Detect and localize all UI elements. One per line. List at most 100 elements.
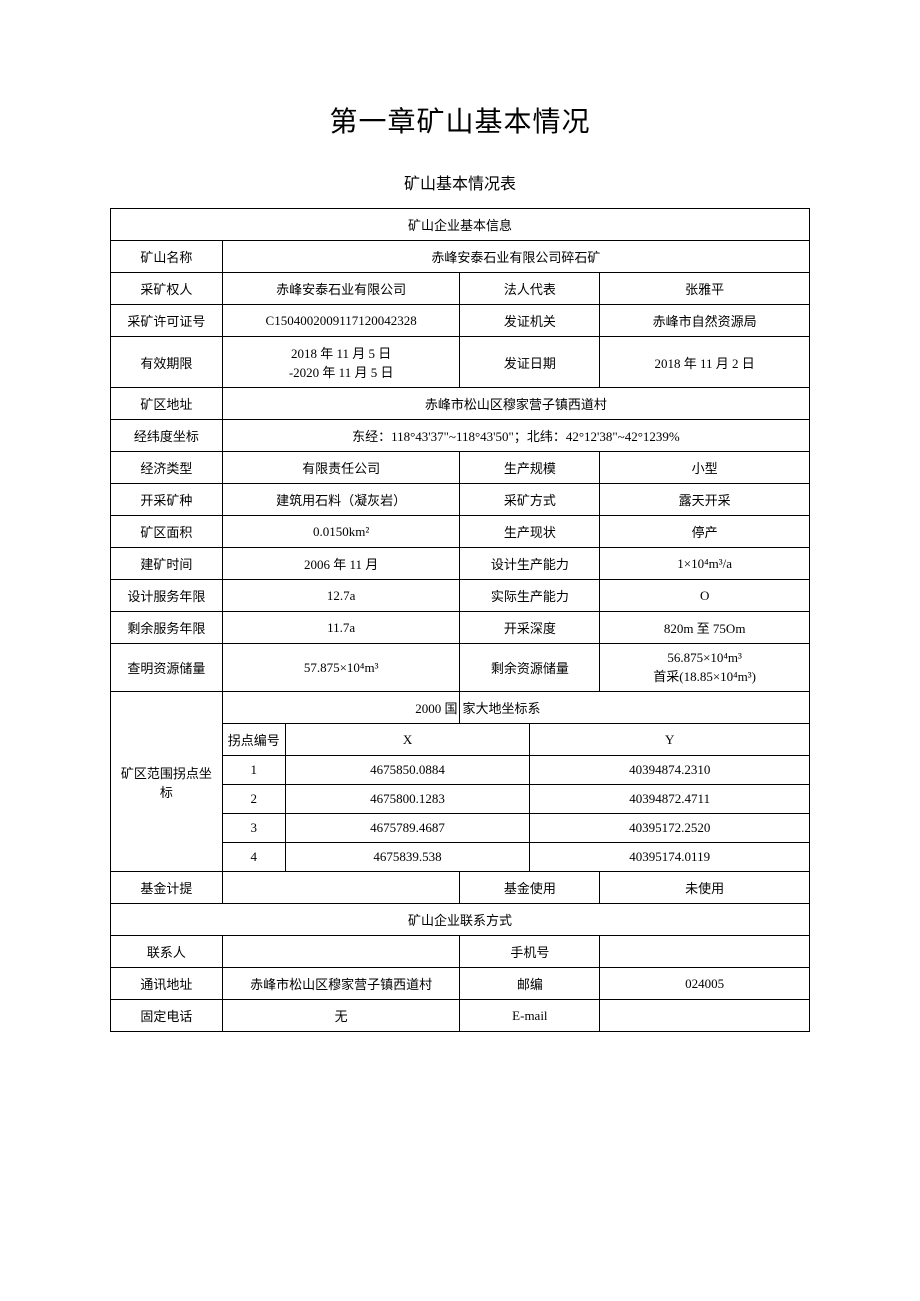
label-legal-rep: 法人代表 xyxy=(460,273,600,305)
label-fund-accrual: 基金计提 xyxy=(111,872,223,904)
label-proven-reserves: 查明资源储量 xyxy=(111,644,223,692)
value-mining-method: 露天开采 xyxy=(600,484,810,516)
value-coords: 东经：118°43'37"~118°43'50"；北纬：42°12'38"~42… xyxy=(222,420,809,452)
label-mining-depth: 开采深度 xyxy=(460,612,600,644)
label-phone: 固定电话 xyxy=(111,1000,223,1032)
label-design-life: 设计服务年限 xyxy=(111,580,223,612)
table-title: 矿山基本情况表 xyxy=(110,170,810,194)
corner-x: 4675800.1283 xyxy=(285,785,530,814)
label-remaining-reserves: 剩余资源储量 xyxy=(460,644,600,692)
value-issue-date: 2018 年 11 月 2 日 xyxy=(600,337,810,388)
mine-info-table: 矿山企业基本信息 矿山名称 赤峰安泰石业有限公司碎石矿 采矿权人 赤峰安泰石业有… xyxy=(110,208,810,1032)
value-design-life: 12.7a xyxy=(222,580,460,612)
value-mobile xyxy=(600,936,810,968)
table-row: 矿区范围拐点坐标 2000 国 家大地坐标系 xyxy=(111,692,810,724)
table-row: 经济类型 有限责任公司 生产规模 小型 xyxy=(111,452,810,484)
label-mineral-type: 开采矿种 xyxy=(111,484,223,516)
value-permit-no: C1504002009117120042328 xyxy=(222,305,460,337)
chapter-title: 第一章矿山基本情况 xyxy=(110,100,810,140)
value-phone: 无 xyxy=(222,1000,460,1032)
value-area: 0.0150km² xyxy=(222,516,460,548)
table-row: 有效期限 2018 年 11 月 5 日 -2020 年 11 月 5 日 发证… xyxy=(111,337,810,388)
label-email: E-mail xyxy=(460,1000,600,1032)
value-coord-system-right: 家大地坐标系 xyxy=(460,692,810,724)
table-row: 开采矿种 建筑用石料（凝灰岩） 采矿方式 露天开采 xyxy=(111,484,810,516)
corner-n: 3 xyxy=(222,814,285,843)
value-coord-system-left: 2000 国 xyxy=(222,692,460,724)
label-mine-name: 矿山名称 xyxy=(111,241,223,273)
label-actual-cap: 实际生产能力 xyxy=(460,580,600,612)
corner-x: 4675850.0884 xyxy=(285,756,530,785)
value-legal-rep: 张雅平 xyxy=(600,273,810,305)
label-corner-no: 拐点编号 xyxy=(222,724,285,756)
label-issue-date: 发证日期 xyxy=(460,337,600,388)
value-prod-scale: 小型 xyxy=(600,452,810,484)
section-header-contact: 矿山企业联系方式 xyxy=(111,904,810,936)
corner-y: 40394872.4711 xyxy=(530,785,810,814)
value-remaining-reserves: 56.875×10⁴m³ 首采(18.85×10⁴m³) xyxy=(600,644,810,692)
label-validity: 有效期限 xyxy=(111,337,223,388)
table-row: 基金计提 基金使用 未使用 xyxy=(111,872,810,904)
corner-y: 40394874.2310 xyxy=(530,756,810,785)
value-fund-use: 未使用 xyxy=(600,872,810,904)
value-prod-status: 停产 xyxy=(600,516,810,548)
label-mine-address: 矿区地址 xyxy=(111,388,223,420)
value-mine-name: 赤峰安泰石业有限公司碎石矿 xyxy=(222,241,809,273)
value-mineral-type: 建筑用石料（凝灰岩） xyxy=(222,484,460,516)
table-row: 矿山企业联系方式 xyxy=(111,904,810,936)
table-row: 经纬度坐标 东经：118°43'37"~118°43'50"；北纬：42°12'… xyxy=(111,420,810,452)
value-mining-depth: 820m 至 75Om xyxy=(600,612,810,644)
table-row: 剩余服务年限 11.7a 开采深度 820m 至 75Om xyxy=(111,612,810,644)
table-row: 固定电话 无 E-mail xyxy=(111,1000,810,1032)
label-permit-no: 采矿许可证号 xyxy=(111,305,223,337)
table-row: 设计服务年限 12.7a 实际生产能力 O xyxy=(111,580,810,612)
table-row: 矿山企业基本信息 xyxy=(111,209,810,241)
table-row: 采矿权人 赤峰安泰石业有限公司 法人代表 张雅平 xyxy=(111,273,810,305)
table-row: 矿区地址 赤峰市松山区穆家营子镇西道村 xyxy=(111,388,810,420)
value-contact-person xyxy=(222,936,460,968)
value-email xyxy=(600,1000,810,1032)
label-y: Y xyxy=(530,724,810,756)
value-econ-type: 有限责任公司 xyxy=(222,452,460,484)
label-x: X xyxy=(285,724,530,756)
label-rights-holder: 采矿权人 xyxy=(111,273,223,305)
table-row: 建矿时间 2006 年 11 月 设计生产能力 1×10⁴m³/a xyxy=(111,548,810,580)
label-corner-coords: 矿区范围拐点坐标 xyxy=(111,692,223,872)
corner-n: 2 xyxy=(222,785,285,814)
corner-y: 40395174.0119 xyxy=(530,843,810,872)
label-econ-type: 经济类型 xyxy=(111,452,223,484)
label-coords: 经纬度坐标 xyxy=(111,420,223,452)
corner-y: 40395172.2520 xyxy=(530,814,810,843)
label-prod-status: 生产现状 xyxy=(460,516,600,548)
label-mobile: 手机号 xyxy=(460,936,600,968)
table-row: 采矿许可证号 C1504002009117120042328 发证机关 赤峰市自… xyxy=(111,305,810,337)
value-validity: 2018 年 11 月 5 日 -2020 年 11 月 5 日 xyxy=(222,337,460,388)
value-proven-reserves: 57.875×10⁴m³ xyxy=(222,644,460,692)
label-mining-method: 采矿方式 xyxy=(460,484,600,516)
document-page: 第一章矿山基本情况 矿山基本情况表 矿山企业基本信息 矿山名称 赤峰安泰石业有限… xyxy=(0,0,920,1301)
corner-x: 4675839.538 xyxy=(285,843,530,872)
label-prod-scale: 生产规模 xyxy=(460,452,600,484)
corner-n: 1 xyxy=(222,756,285,785)
table-row: 矿山名称 赤峰安泰石业有限公司碎石矿 xyxy=(111,241,810,273)
value-rights-holder: 赤峰安泰石业有限公司 xyxy=(222,273,460,305)
corner-x: 4675789.4687 xyxy=(285,814,530,843)
value-remaining-life: 11.7a xyxy=(222,612,460,644)
label-postcode: 邮编 xyxy=(460,968,600,1000)
value-fund-accrual xyxy=(222,872,460,904)
label-mailing-addr: 通讯地址 xyxy=(111,968,223,1000)
table-row: 联系人 手机号 xyxy=(111,936,810,968)
label-remaining-life: 剩余服务年限 xyxy=(111,612,223,644)
label-fund-use: 基金使用 xyxy=(460,872,600,904)
label-design-cap: 设计生产能力 xyxy=(460,548,600,580)
value-build-time: 2006 年 11 月 xyxy=(222,548,460,580)
value-actual-cap: O xyxy=(600,580,810,612)
table-row: 矿区面积 0.0150km² 生产现状 停产 xyxy=(111,516,810,548)
corner-n: 4 xyxy=(222,843,285,872)
label-area: 矿区面积 xyxy=(111,516,223,548)
value-mine-address: 赤峰市松山区穆家营子镇西道村 xyxy=(222,388,809,420)
label-contact-person: 联系人 xyxy=(111,936,223,968)
section-header-basic: 矿山企业基本信息 xyxy=(111,209,810,241)
value-postcode: 024005 xyxy=(600,968,810,1000)
value-design-cap: 1×10⁴m³/a xyxy=(600,548,810,580)
